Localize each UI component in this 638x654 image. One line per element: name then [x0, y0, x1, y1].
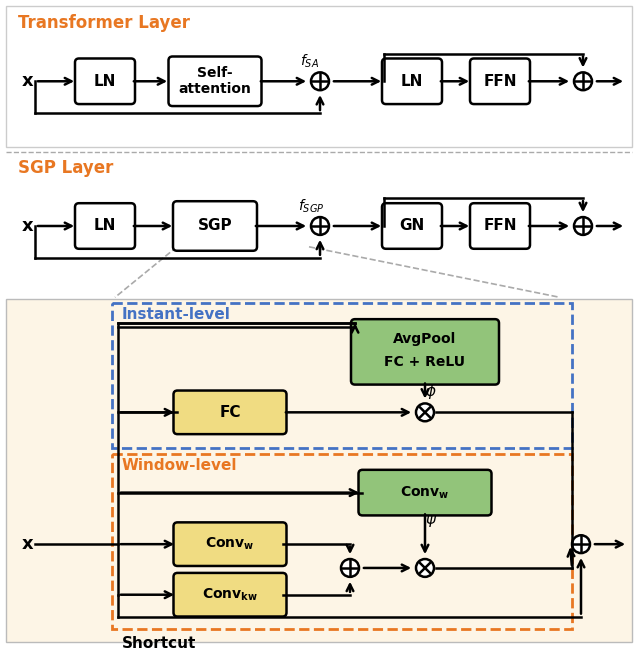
FancyBboxPatch shape	[173, 201, 257, 250]
FancyBboxPatch shape	[174, 523, 286, 566]
Text: SGP: SGP	[198, 218, 232, 233]
Text: FC + ReLU: FC + ReLU	[385, 355, 466, 370]
Circle shape	[341, 559, 359, 577]
FancyBboxPatch shape	[382, 58, 442, 104]
Circle shape	[311, 73, 329, 90]
FancyBboxPatch shape	[174, 573, 286, 617]
FancyBboxPatch shape	[75, 203, 135, 249]
Circle shape	[311, 217, 329, 235]
Text: GN: GN	[399, 218, 425, 233]
Circle shape	[416, 404, 434, 421]
Text: Conv$_\mathregular{kw}$: Conv$_\mathregular{kw}$	[202, 587, 258, 603]
FancyBboxPatch shape	[168, 56, 262, 106]
Text: Window-level: Window-level	[122, 458, 237, 473]
FancyBboxPatch shape	[382, 203, 442, 249]
FancyBboxPatch shape	[351, 319, 499, 385]
Text: $\phi$: $\phi$	[425, 382, 437, 401]
Circle shape	[416, 559, 434, 577]
Text: FC: FC	[219, 405, 241, 420]
Text: Conv$_\mathregular{w}$: Conv$_\mathregular{w}$	[400, 485, 450, 501]
Text: x: x	[22, 535, 34, 553]
Circle shape	[572, 535, 590, 553]
Text: Shortcut: Shortcut	[122, 636, 197, 651]
Text: $f_{SA}$: $f_{SA}$	[300, 52, 319, 70]
FancyBboxPatch shape	[6, 6, 632, 146]
FancyBboxPatch shape	[75, 58, 135, 104]
Text: LN: LN	[94, 74, 116, 89]
Text: Conv$_\mathregular{w}$: Conv$_\mathregular{w}$	[205, 536, 255, 553]
Text: $f_{SGP}$: $f_{SGP}$	[298, 197, 325, 215]
Text: x: x	[22, 73, 34, 90]
FancyBboxPatch shape	[6, 300, 632, 642]
Text: x: x	[22, 217, 34, 235]
Circle shape	[574, 73, 592, 90]
Text: FFN: FFN	[483, 74, 517, 89]
Text: FFN: FFN	[483, 218, 517, 233]
Text: Self-
attention: Self- attention	[179, 66, 251, 96]
Text: AvgPool: AvgPool	[394, 332, 457, 346]
Text: $\psi$: $\psi$	[425, 513, 437, 529]
Circle shape	[574, 217, 592, 235]
Text: Instant-level: Instant-level	[122, 307, 231, 322]
Text: Transformer Layer: Transformer Layer	[18, 14, 190, 32]
Text: SGP Layer: SGP Layer	[18, 158, 114, 177]
Text: LN: LN	[94, 218, 116, 233]
Text: LN: LN	[401, 74, 423, 89]
FancyBboxPatch shape	[470, 58, 530, 104]
FancyBboxPatch shape	[359, 470, 491, 515]
FancyBboxPatch shape	[174, 390, 286, 434]
FancyBboxPatch shape	[470, 203, 530, 249]
